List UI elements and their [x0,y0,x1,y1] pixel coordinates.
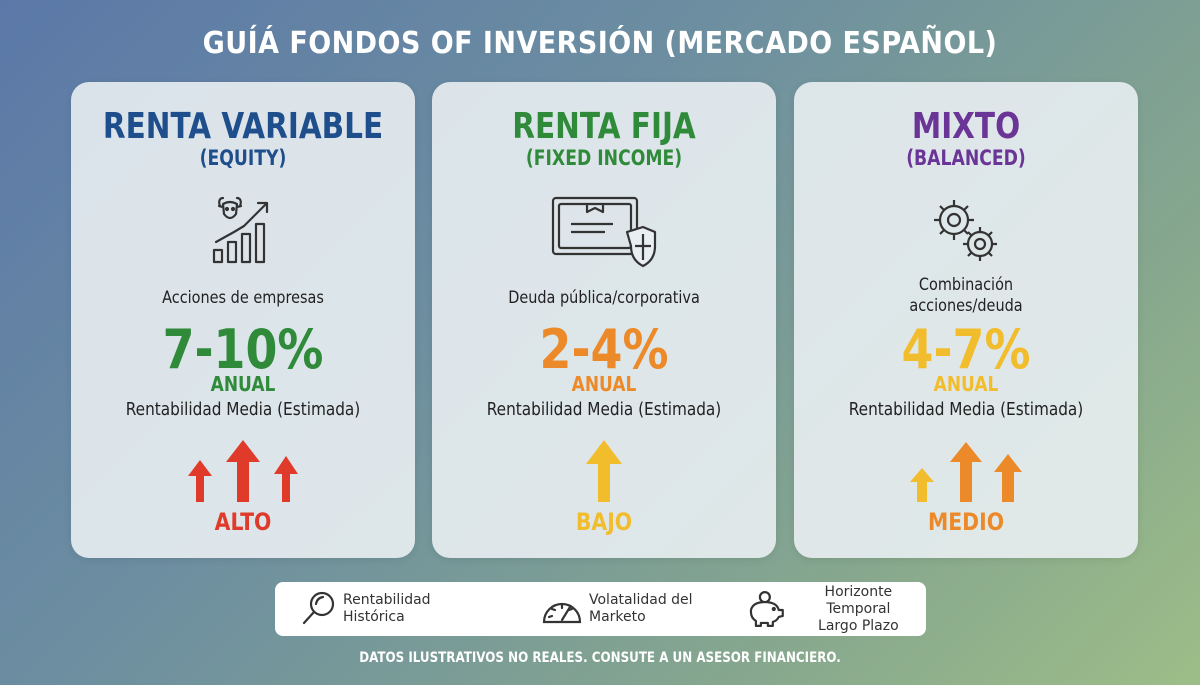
card-title: RENTA FIJA [512,106,696,147]
legend-line: Largo Plazo [818,617,899,634]
legend-text: Volatalidad del Marketo [589,592,693,626]
legend-line: Histórica [343,609,405,625]
legend-text: Horizonte Temporal Largo Plazo [791,584,926,635]
disclaimer-footer: DATOS ILUSTRATIVOS NO REALES. CONSUTE A … [359,650,841,666]
gauge-icon [542,602,582,624]
return-caption: Rentabilidad Media (Estimada) [848,399,1084,420]
high-risk-arrows-icon [188,440,298,502]
card-description: Deuda pública/corporativa [508,288,700,308]
bull-chart-icon [212,196,269,264]
card-title: MIXTO [911,106,1021,147]
card-subtitle: (EQUITY) [199,146,287,170]
card-title: RENTA VARIABLE [102,106,384,147]
piggy-bank-icon [749,591,784,627]
gears-icon [934,200,997,261]
card-renta-fija: RENTA FIJA (FIXED INCOME) Deuda pública/… [432,82,776,558]
risk-label: BAJO [575,508,633,536]
legend-line: Rentabilidad [343,592,431,608]
card-description: Acciones de empresas [162,288,324,308]
annual-label: ANUAL [210,372,276,396]
low-risk-arrow-icon [586,440,622,502]
annual-label: ANUAL [571,372,637,396]
legend-line: Horizonte Temporal [824,583,893,617]
bond-certificate-icon [551,196,657,268]
card-mixto: MIXTO (BALANCED) Combinación acciones/de… [794,82,1138,558]
card-subtitle: (BALANCED) [906,146,1026,170]
legend-line: Marketo [589,609,646,625]
return-caption: Rentabilidad Media (Estimada) [486,399,722,420]
risk-label: ALTO [214,508,272,536]
legend-text: Rentabilidad Histórica [343,592,431,626]
risk-label: MEDIO [927,508,1005,536]
return-caption: Rentabilidad Media (Estimada) [125,399,361,420]
legend-line: Volatalidad del [589,592,693,608]
return-value: 4-7% [901,318,1031,381]
card-description: Combinación acciones/deuda [820,275,1112,317]
legend-item-horizonte: Horizonte Temporal Largo Plazo [745,582,926,636]
legend-item-rentabilidad: Rentabilidad Histórica [301,582,431,636]
annual-label: ANUAL [933,372,999,396]
medium-risk-arrows-icon [910,442,1022,502]
legend-bar: Rentabilidad Histórica Volatalidad del M… [275,582,926,636]
description-line: Combinación [918,275,1014,295]
card-renta-variable: RENTA VARIABLE (EQUITY) Acciones de empr… [71,82,415,558]
legend-item-volatilidad: Volatalidad del Marketo [541,582,693,636]
description-line: acciones/deuda [909,296,1023,316]
page-title: GUÍÁ FONDOS OF INVERSIÓN (MERCADO ESPAÑO… [202,26,998,61]
return-value: 7-10% [162,318,324,381]
card-subtitle: (FIXED INCOME) [525,146,683,170]
magnifier-icon [302,591,335,625]
return-value: 2-4% [539,318,669,381]
